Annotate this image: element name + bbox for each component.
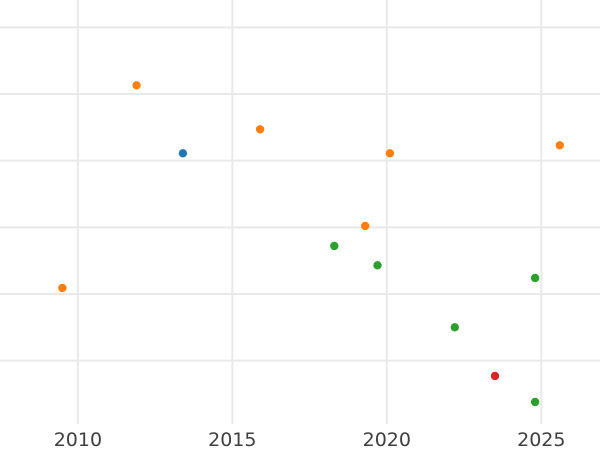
x-tick-label: 2025 [517,429,565,450]
data-point-orange [132,81,141,90]
data-point-orange [58,283,67,293]
data-point-red [490,371,500,381]
x-tick-label: 2010 [54,429,102,450]
data-point-orange [555,141,564,150]
data-point-orange [385,149,395,158]
data-point-orange [255,125,265,134]
x-axis: 2010 2015 2020 2025 [54,429,566,450]
data-point-green [330,241,339,251]
x-tick-label: 2015 [208,429,256,450]
data-point-blue [178,149,188,158]
data-point-green [373,261,382,270]
data-point-green [530,397,540,407]
points-layer [58,81,564,407]
x-tick-label: 2020 [363,429,411,450]
grid-layer [0,0,600,424]
data-point-green [530,273,540,283]
data-point-orange [361,221,370,231]
data-point-green [450,323,459,332]
